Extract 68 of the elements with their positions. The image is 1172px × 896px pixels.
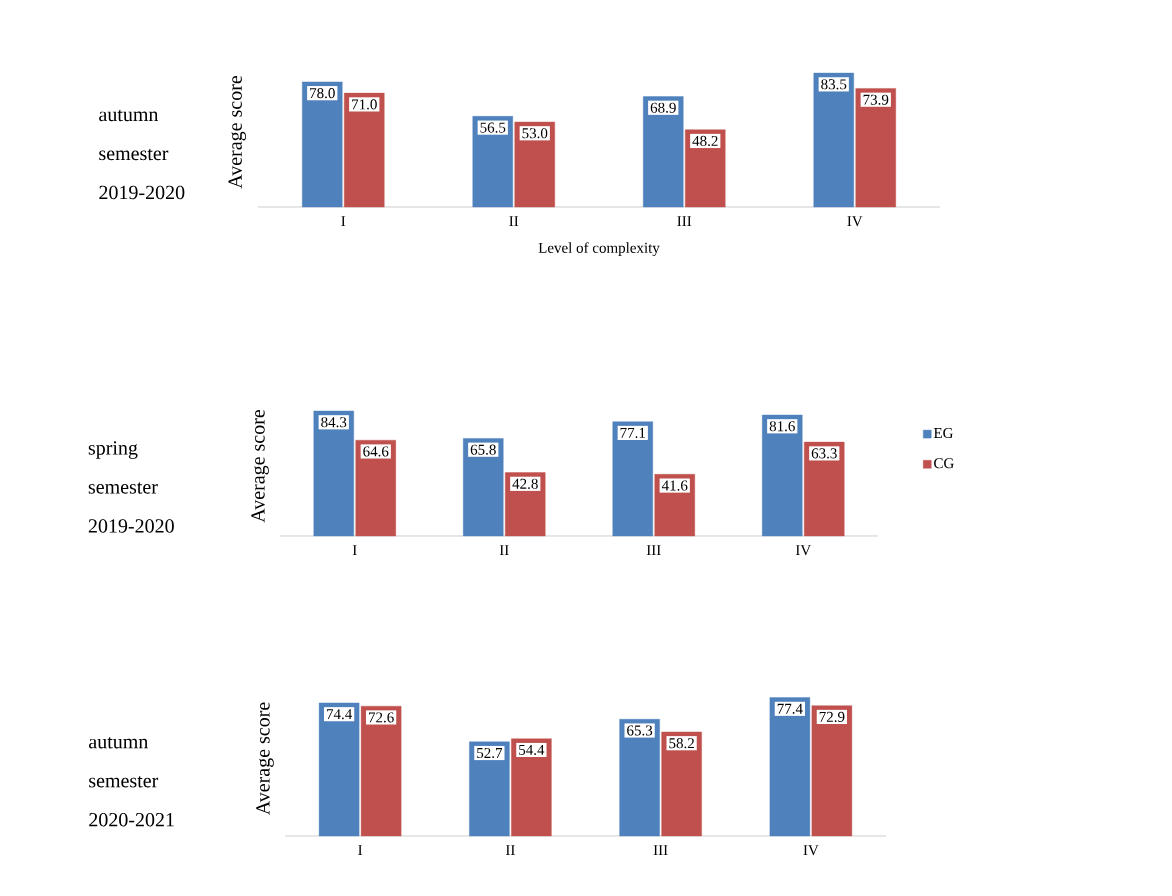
data-label: 74.4: [326, 709, 353, 720]
data-label: 78.0: [310, 88, 335, 99]
x-tick-label: III: [646, 545, 661, 556]
y-axis-title: Average score: [256, 702, 274, 816]
data-label: 58.2: [669, 738, 694, 749]
bar: [318, 702, 360, 837]
data-label: 68.9: [650, 102, 676, 113]
data-label: 56.5: [480, 122, 506, 133]
legend-label: EG: [933, 428, 953, 439]
chart-title: autumn semester 2019-2020: [99, 109, 185, 200]
data-label: 77.1: [620, 427, 645, 438]
bar: [313, 410, 354, 537]
data-label: 53.0: [522, 128, 548, 139]
data-label: 54.4: [519, 744, 545, 756]
bar: [463, 438, 504, 537]
x-tick-label: II: [509, 216, 519, 227]
data-label: 64.6: [363, 446, 389, 457]
x-tick-label: IV: [803, 845, 819, 856]
data-label: 48.2: [692, 135, 718, 147]
data-label: 73.9: [863, 94, 889, 105]
data-label: 83.5: [821, 79, 847, 90]
bar: [514, 121, 555, 208]
data-label: 65.8: [470, 444, 496, 455]
data-label: 65.3: [627, 725, 653, 736]
data-label: 52.7: [477, 747, 503, 759]
bar: [769, 697, 811, 837]
x-tick-label: II: [505, 845, 515, 855]
bar: [360, 705, 402, 837]
bar: [472, 116, 513, 208]
x-tick-label: I: [352, 545, 357, 556]
bar: [619, 719, 660, 837]
bar: [355, 439, 396, 537]
bar: [813, 72, 854, 208]
data-label: 42.8: [512, 478, 538, 489]
data-label: 81.6: [769, 421, 795, 432]
bar: [612, 421, 653, 537]
bar: [302, 81, 343, 208]
data-label: 63.3: [811, 448, 837, 459]
bar: [511, 738, 552, 837]
bar: [855, 88, 896, 208]
bar: [505, 472, 546, 537]
data-label: 41.6: [661, 480, 688, 491]
x-tick-label: IV: [795, 545, 811, 556]
chart-title: spring semester 2019-2020: [88, 441, 174, 533]
y-axis-title: Average score: [251, 409, 269, 523]
y-axis-title: Average score: [228, 75, 246, 189]
x-tick-label: II: [499, 545, 509, 556]
data-label: 77.4: [777, 703, 803, 714]
bar: [804, 441, 845, 537]
data-label: 84.3: [321, 417, 347, 428]
data-label: 72.6: [368, 712, 394, 723]
bar: [685, 129, 726, 208]
bar: [811, 705, 853, 837]
x-tick-label: IV: [847, 216, 863, 227]
bar: [643, 96, 684, 208]
bar: [344, 92, 385, 208]
bar: [661, 731, 702, 837]
data-label: 72.9: [819, 711, 845, 722]
legend-label: CG: [934, 458, 954, 469]
x-tick-label: I: [358, 845, 363, 855]
data-label: 71.0: [352, 99, 377, 110]
x-tick-label: I: [341, 216, 346, 227]
x-tick-label: III: [677, 216, 692, 227]
x-tick-label: III: [653, 845, 668, 855]
x-axis-title: Level of complexity: [538, 242, 660, 256]
chart-title: autumn semester 2020-2021: [89, 737, 174, 827]
bar: [762, 414, 803, 537]
bar: [469, 741, 510, 837]
